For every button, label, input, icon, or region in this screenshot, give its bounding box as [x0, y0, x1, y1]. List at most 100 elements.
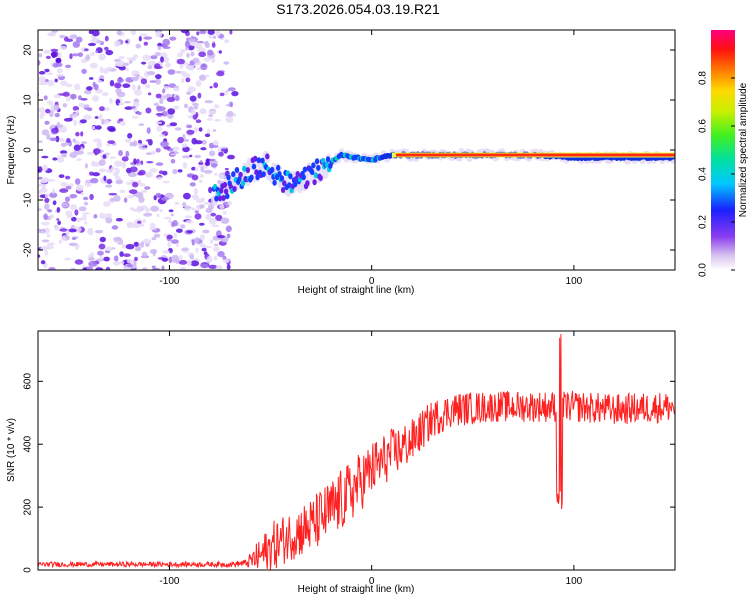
noise-blob — [114, 62, 123, 67]
colorbar-tick-label: 0.6 — [698, 119, 709, 133]
noise-blob — [76, 158, 82, 162]
noise-blob — [71, 53, 80, 57]
noise-blob — [199, 204, 205, 209]
noise-blob — [162, 56, 170, 63]
noise-blob — [200, 166, 205, 173]
noise-blob — [70, 204, 77, 211]
noise-blob — [223, 39, 230, 44]
noise-blob — [182, 138, 190, 142]
noise-blob — [172, 146, 180, 151]
noise-blob — [150, 150, 156, 154]
noise-blob — [193, 188, 199, 195]
noise-blob — [140, 241, 145, 248]
noise-blob — [42, 164, 48, 172]
noise-blob — [160, 56, 164, 63]
noise-blob — [170, 239, 179, 244]
noise-blob — [53, 104, 60, 111]
noise-blob — [137, 171, 144, 176]
noise-blob — [72, 41, 81, 48]
noise-blob — [33, 182, 37, 186]
noise-blob — [161, 96, 166, 100]
noise-blob — [212, 246, 220, 252]
noise-blob — [95, 267, 104, 270]
snr-frame — [37, 330, 676, 571]
noise-blob — [194, 237, 200, 244]
noise-blob — [137, 85, 141, 90]
noise-blob — [96, 80, 103, 84]
noise-blob — [57, 220, 61, 225]
noise-blob — [95, 125, 102, 130]
noise-blob — [155, 162, 164, 166]
noise-blob — [38, 107, 45, 113]
noise-blob — [38, 190, 43, 194]
noise-blob — [147, 92, 152, 96]
noise-blob — [200, 63, 208, 71]
noise-blob — [115, 179, 123, 185]
noise-blob — [92, 81, 96, 88]
noise-blob — [116, 91, 126, 98]
noise-blob — [166, 234, 173, 240]
noise-blob — [151, 237, 157, 241]
spectrogram-y-tick-label: -10 — [23, 192, 34, 207]
noise-blob — [213, 82, 219, 89]
noise-blob — [84, 180, 92, 188]
noise-blob — [70, 113, 79, 118]
noise-blob — [59, 228, 69, 232]
noise-blob — [199, 30, 207, 35]
noise-blob — [141, 61, 147, 65]
noise-blob — [210, 212, 217, 217]
noise-blob — [124, 106, 133, 110]
noise-blob — [51, 51, 57, 59]
noise-blob — [161, 265, 165, 270]
noise-blob — [143, 36, 153, 40]
noise-blob — [47, 209, 53, 213]
noise-blob — [227, 154, 235, 160]
noise-blob — [195, 119, 202, 123]
noise-blob — [195, 43, 203, 50]
noise-blob — [208, 114, 213, 118]
noise-blob — [125, 150, 130, 157]
noise-blob — [98, 159, 106, 166]
noise-blob — [127, 221, 135, 228]
noise-blob — [125, 244, 135, 250]
noise-blob — [219, 92, 225, 97]
noise-blob — [65, 185, 72, 190]
noise-blob — [179, 266, 187, 270]
noise-blob — [134, 89, 142, 96]
noise-blob — [114, 160, 123, 167]
noise-blob — [54, 112, 60, 118]
noise-blob — [147, 71, 156, 76]
noise-blob — [169, 153, 177, 156]
noise-blob — [105, 213, 112, 219]
signal-blob — [293, 181, 298, 188]
noise-blob — [211, 57, 216, 63]
noise-blob — [88, 257, 95, 261]
noise-blob — [207, 49, 214, 56]
noise-blob — [144, 186, 151, 190]
noise-blob — [173, 232, 178, 239]
noise-blob — [145, 84, 151, 89]
noise-blob — [186, 124, 193, 129]
noise-blob — [134, 248, 141, 251]
noise-blob — [211, 224, 220, 228]
noise-blob — [134, 241, 139, 247]
snr-y-tick-label: 600 — [23, 373, 34, 390]
noise-blob — [132, 102, 140, 107]
noise-blob — [88, 42, 96, 47]
colorbar-ticks: 0.0 0.2 0.4 0.6 0.8 — [698, 71, 735, 277]
colorbar: 0.0 0.2 0.4 0.6 0.8 Normalized spectral ampl… — [698, 30, 749, 277]
noise-blob — [212, 140, 219, 147]
signal-blob — [251, 163, 257, 170]
noise-blob — [80, 191, 84, 196]
noise-blob — [227, 200, 232, 206]
noise-blob — [81, 141, 88, 145]
colorbar-gradient — [711, 30, 735, 270]
noise-blob — [222, 211, 227, 215]
noise-blob — [38, 228, 43, 233]
noise-blob — [85, 179, 92, 182]
noise-blob — [52, 200, 57, 206]
noise-blob — [188, 38, 197, 42]
noise-blob — [215, 30, 221, 37]
noise-blob — [50, 48, 59, 53]
noise-blob — [143, 41, 148, 46]
